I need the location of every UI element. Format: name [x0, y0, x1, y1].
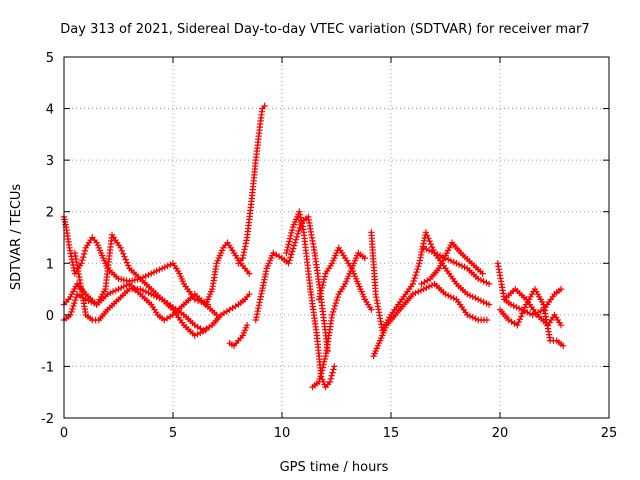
plot-frame	[63, 56, 610, 419]
x-tick-label: 20	[492, 426, 509, 441]
data-series-trace-h	[235, 102, 268, 267]
axes: 0 5 10 15 20 25 -2 -1 0 1 2 3 4 5	[41, 51, 617, 441]
series-markers	[235, 102, 268, 267]
data-series-trace-p	[418, 239, 486, 288]
series-markers	[71, 249, 209, 339]
series-markers	[370, 280, 491, 360]
data-series-trace-s	[501, 285, 565, 329]
series-markers	[309, 249, 368, 391]
y-tick-label: 4	[46, 103, 54, 118]
x-tick-label: 25	[601, 426, 618, 441]
series-markers	[202, 239, 253, 308]
x-tick-label: 0	[60, 426, 68, 441]
series-markers	[200, 291, 253, 334]
series-markers	[501, 285, 565, 329]
data-series-trace-f	[200, 291, 253, 334]
grid	[64, 57, 609, 418]
series-markers	[315, 244, 375, 313]
y-axis-label: SDTVAR / TECUs	[9, 184, 24, 291]
series-markers	[226, 322, 251, 349]
data-series-trace-n	[370, 280, 491, 360]
series-markers	[496, 285, 567, 349]
plot-area	[60, 102, 567, 391]
y-tick-label: 5	[46, 51, 54, 66]
data-series-trace-l	[315, 244, 375, 313]
chart-title: Day 313 of 2021, Sidereal Day-to-day VTE…	[60, 22, 589, 37]
series-markers	[283, 208, 338, 391]
data-series-trace-e	[202, 239, 253, 308]
x-tick-label: 5	[169, 426, 177, 441]
y-tick-label: 0	[46, 309, 54, 324]
data-series-trace-r	[496, 285, 567, 349]
y-tick-label: 3	[46, 154, 54, 169]
y-tick-label: -1	[41, 360, 54, 375]
data-series-trace-j	[283, 208, 338, 391]
data-series-trace-g	[226, 322, 251, 349]
y-tick-label: -2	[41, 412, 54, 427]
data-series-trace-o	[420, 244, 493, 288]
y-tick-label: 1	[46, 257, 54, 272]
x-tick-label: 15	[383, 426, 400, 441]
x-tick-label: 10	[274, 426, 291, 441]
y-tick-label: 2	[46, 206, 54, 221]
x-axis-label: GPS time / hours	[280, 460, 389, 475]
series-markers	[418, 239, 486, 288]
data-series-trace-k	[309, 249, 368, 391]
data-series-trace-d	[71, 249, 209, 339]
